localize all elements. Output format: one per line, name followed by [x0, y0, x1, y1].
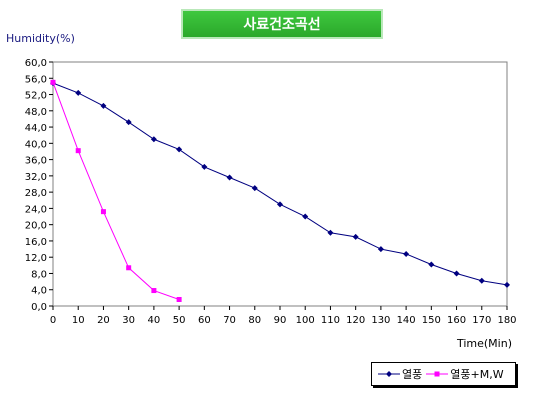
- data-point-2: [100, 209, 106, 215]
- y-tick-label: 12,0: [25, 253, 47, 264]
- x-tick-label: 160: [447, 315, 466, 326]
- series-line-2: [52, 82, 180, 300]
- y-tick-label: 4,0: [31, 286, 47, 297]
- x-tick-label: 120: [346, 315, 365, 326]
- legend: 열풍 열풍+M,W: [371, 362, 516, 386]
- data-point-2: [75, 148, 81, 154]
- y-tick-label: 0,0: [31, 302, 47, 313]
- y-tick-label: 16,0: [25, 237, 47, 248]
- data-point-1: [226, 174, 233, 181]
- x-tick-label: 0: [50, 315, 56, 326]
- y-tick-label: 44,0: [25, 123, 47, 134]
- legend-label-hot-air-mw: 열풍+M,W: [450, 368, 504, 381]
- x-tick-label: 30: [122, 315, 135, 326]
- x-tick-label: 20: [97, 315, 110, 326]
- data-point-1: [403, 250, 410, 257]
- legend-label-hot-air: 열풍: [402, 368, 423, 381]
- x-tick-label: 130: [371, 315, 390, 326]
- x-tick-label: 150: [422, 315, 441, 326]
- data-point-1: [100, 102, 107, 109]
- series-line-1: [52, 82, 508, 286]
- x-tick-label: 80: [248, 315, 261, 326]
- data-point-1: [176, 146, 183, 153]
- y-tick-label: 36,0: [25, 156, 47, 167]
- y-tick-label: 56,0: [25, 74, 47, 85]
- data-point-1: [125, 119, 132, 126]
- y-tick-label: 40,0: [25, 139, 47, 150]
- data-point-2: [50, 79, 56, 85]
- data-point-1: [504, 281, 510, 288]
- data-point-2: [176, 296, 182, 302]
- x-tick-label: 10: [72, 315, 85, 326]
- data-point-1: [478, 277, 485, 284]
- x-tick-label: 40: [148, 315, 161, 326]
- x-tick-label: 180: [497, 315, 516, 326]
- data-point-1: [327, 229, 334, 236]
- data-point-1: [75, 89, 82, 96]
- y-tick-label: 24,0: [25, 204, 47, 215]
- legend-square-icon: [426, 371, 449, 377]
- data-point-1: [352, 233, 359, 240]
- x-tick-label: 110: [321, 315, 340, 326]
- x-tick-label: 90: [274, 315, 287, 326]
- data-point-1: [453, 270, 460, 277]
- legend-diamond-icon: [378, 371, 400, 377]
- y-axis-label: Humidity(%): [6, 32, 75, 45]
- data-point-1: [201, 163, 208, 170]
- y-tick-label: 8,0: [31, 269, 47, 280]
- legend-item-hot-air-mw: 열풍+M,W: [426, 366, 504, 382]
- x-tick-label: 70: [223, 315, 236, 326]
- x-tick-label: 100: [296, 315, 315, 326]
- data-point-1: [377, 246, 384, 253]
- y-tick-label: 20,0: [25, 221, 47, 232]
- data-point-1: [428, 261, 435, 268]
- data-point-2: [151, 288, 157, 294]
- y-tick-label: 48,0: [25, 107, 47, 118]
- data-point-1: [277, 201, 283, 208]
- y-tick-label: 60,0: [25, 58, 47, 69]
- x-tick-label: 140: [397, 315, 416, 326]
- data-point-1: [150, 136, 157, 143]
- y-tick-label: 28,0: [25, 188, 47, 199]
- plot-frame: [52, 61, 508, 307]
- y-tick-label: 32,0: [25, 172, 47, 183]
- x-tick-label: 170: [472, 315, 491, 326]
- data-point-1: [251, 185, 258, 192]
- x-tick-label: 60: [198, 315, 211, 326]
- legend-item-hot-air: 열풍: [378, 366, 422, 382]
- data-point-1: [302, 213, 309, 220]
- y-tick-label: 52,0: [25, 91, 47, 102]
- x-tick-label: 50: [173, 315, 186, 326]
- chart-title: 사료건조곡선: [181, 9, 383, 39]
- data-point-2: [126, 265, 132, 271]
- x-axis-label: Time(Min): [456, 337, 512, 350]
